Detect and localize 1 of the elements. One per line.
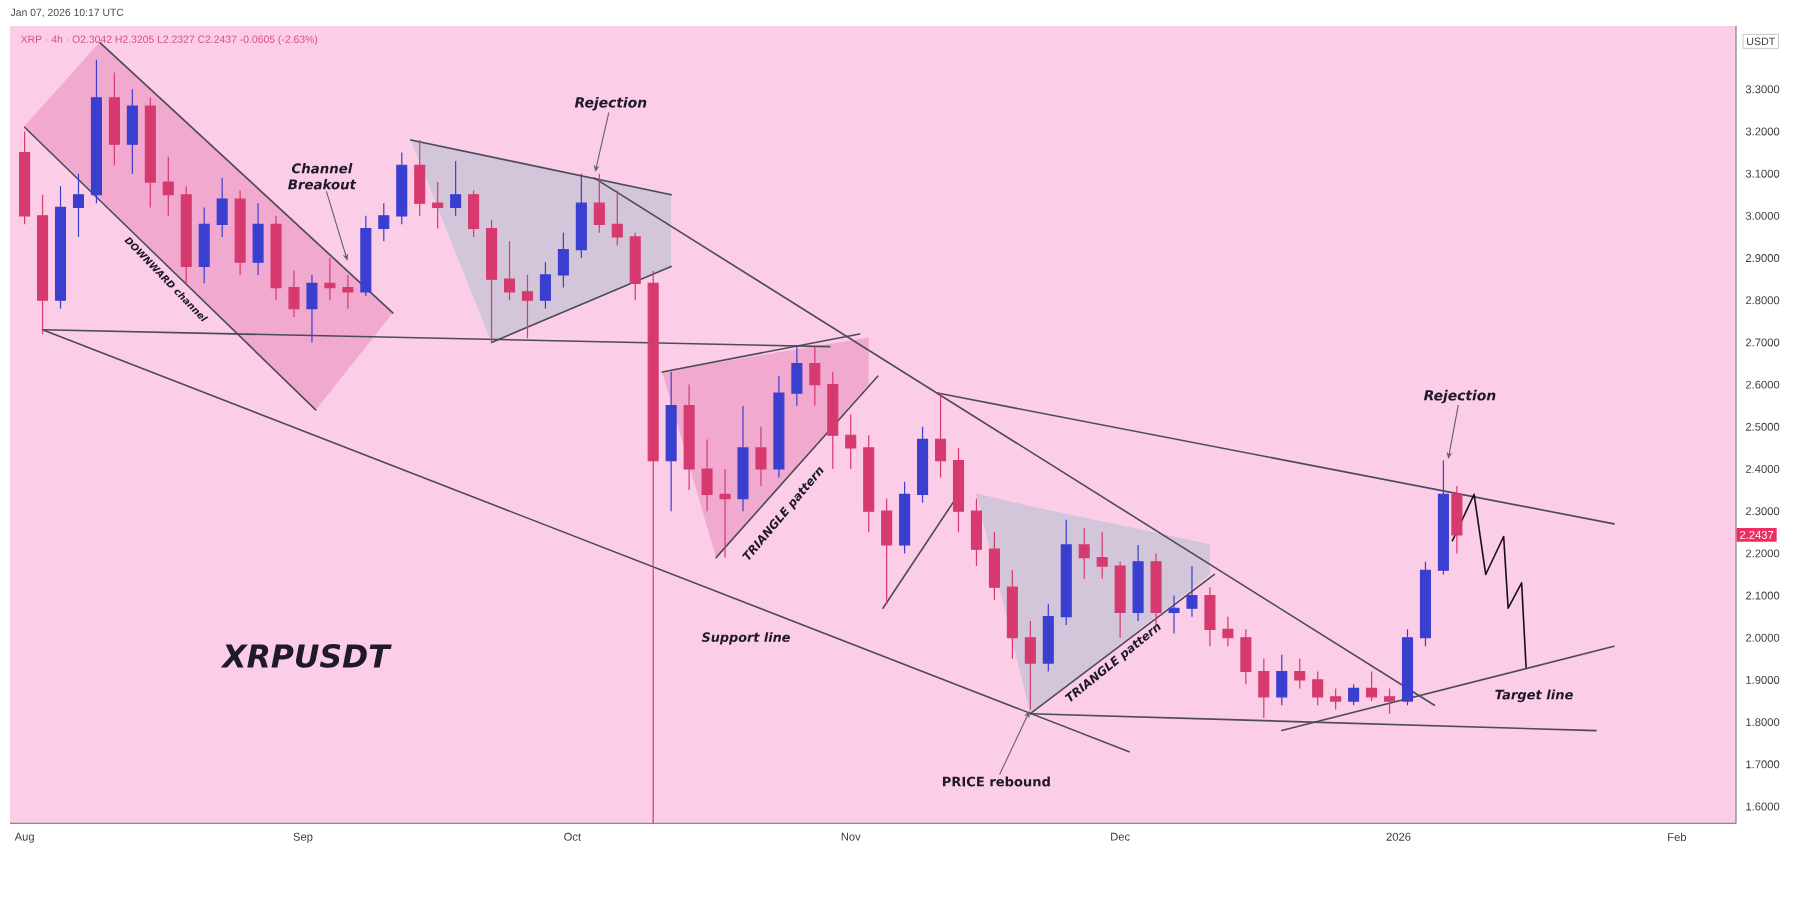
text: XRPUSDT: [220, 644, 392, 668]
